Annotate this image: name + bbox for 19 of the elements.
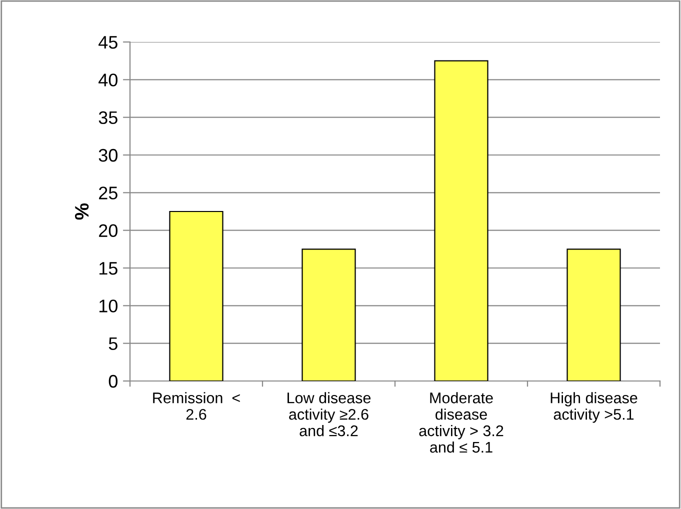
bar — [169, 210, 224, 381]
y-tick-label: 25 — [99, 186, 118, 200]
y-tick-label: 35 — [98, 111, 118, 124]
x-tick-label: Moderate disease activity > 3.2 and ≤ 5.1 — [419, 392, 504, 453]
x-tick-label: Remission < 2.6 — [153, 392, 240, 420]
y-tick-label: 40 — [98, 74, 118, 86]
y-tick-label: 5 — [108, 337, 118, 350]
bar — [566, 248, 621, 381]
y-tick-label: 45 — [98, 36, 118, 49]
y-tick-label: 30 — [98, 148, 118, 162]
x-tick-label: High disease activity >5.1 — [550, 392, 638, 423]
bar — [434, 60, 488, 381]
x-tick-label: Low disease activity ≥2.6 and ≤3.2 — [288, 392, 371, 436]
y-tick-label: 0 — [108, 374, 118, 388]
y-tick-label: 20 — [99, 224, 118, 238]
y-tick-label: 10 — [99, 300, 118, 312]
y-tick-label: 15 — [99, 262, 118, 275]
y-axis-title: % — [74, 203, 89, 220]
bar — [302, 248, 356, 381]
